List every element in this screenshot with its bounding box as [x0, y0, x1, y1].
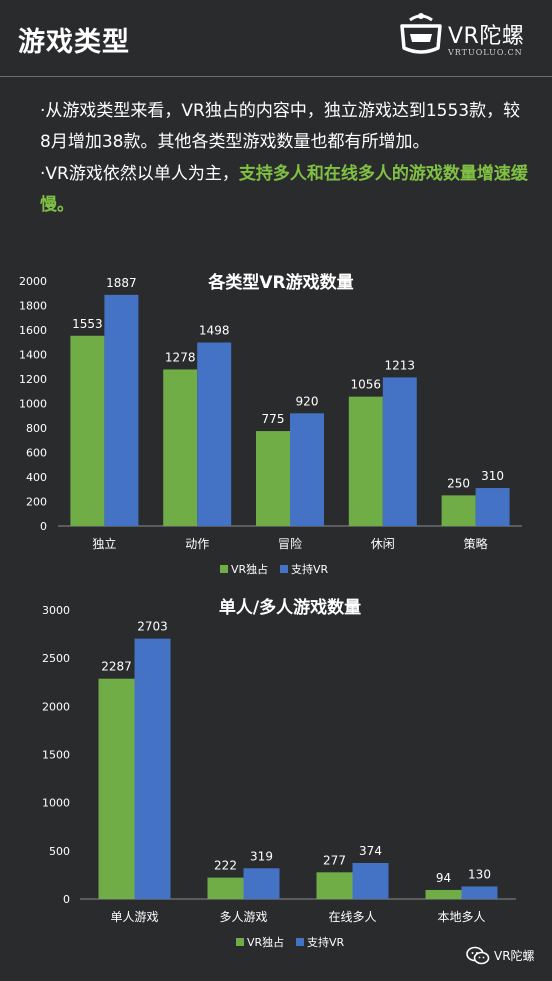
y-tick-label: 1000	[19, 398, 47, 411]
page-title: 游戏类型	[18, 27, 130, 58]
data-label: 94	[436, 871, 451, 885]
logo-subtext: VRTUOLUO.CN	[448, 48, 523, 57]
legend-swatch	[296, 938, 304, 946]
data-label: 374	[359, 844, 382, 858]
y-tick-label: 1200	[19, 373, 47, 386]
bar-vr-support	[104, 294, 139, 526]
bar-vr-exclusive	[441, 495, 476, 526]
data-label: 2703	[137, 620, 168, 634]
intro-paragraph-2: ·VR游戏依然以单人为主，支持多人和在线多人的游戏数量增速缓慢。	[40, 159, 530, 221]
bar-vr-support	[382, 377, 417, 526]
bar-vr-support	[352, 862, 389, 899]
bar-vr-exclusive	[425, 889, 462, 899]
data-label: 277	[323, 853, 346, 867]
category-label: 动作	[185, 537, 209, 551]
bar-vr-support	[197, 342, 232, 526]
category-label: 休闲	[371, 537, 395, 551]
chart-title: 各类型VR游戏数量	[207, 272, 353, 293]
y-tick-label: 1400	[19, 349, 47, 362]
data-label: 222	[214, 859, 237, 873]
intro-text: ·从游戏类型来看，VR独占的内容中，独立游戏达到1553款，较8月增加38款。其…	[40, 96, 530, 221]
y-tick-label: 500	[49, 845, 70, 858]
category-label: 本地多人	[437, 910, 485, 924]
y-tick-label: 800	[26, 422, 47, 435]
bar-vr-exclusive	[207, 877, 244, 899]
data-label: 1056	[351, 378, 382, 392]
y-tick-label: 0	[63, 893, 70, 906]
data-label: 319	[250, 849, 273, 863]
y-tick-label: 2500	[42, 652, 70, 665]
category-label: 冒险	[278, 536, 302, 551]
data-label: 1553	[72, 317, 103, 331]
data-label: 2287	[101, 660, 132, 674]
bar-vr-support	[134, 638, 171, 899]
category-label: 独立	[92, 536, 116, 551]
y-tick-label: 2000	[42, 700, 70, 713]
legend-label: 支持VR	[291, 562, 329, 576]
bar-vr-support	[461, 886, 498, 899]
legend-swatch	[220, 565, 228, 573]
legend-label: VR独占	[247, 935, 284, 949]
legend-swatch	[280, 565, 288, 573]
y-tick-label: 200	[26, 496, 47, 509]
bar-vr-exclusive	[163, 369, 198, 526]
data-label: 920	[296, 394, 319, 408]
wechat-watermark: VR陀螺	[466, 944, 546, 968]
logo-text: VR陀螺	[448, 24, 525, 49]
data-label: 250	[447, 476, 470, 490]
data-label: 1887	[106, 276, 137, 290]
bar-vr-support	[475, 488, 510, 526]
y-tick-label: 1500	[42, 749, 70, 762]
player-mode-bar-chart: 单人/多人游戏数量 0 500 1000 1500 2000 2500 3000 2287 270…	[42, 597, 516, 949]
y-tick-label: 1600	[19, 324, 47, 337]
data-label: 1278	[165, 350, 196, 364]
chart-title: 单人/多人游戏数量	[219, 597, 361, 618]
y-tick-label: 400	[26, 471, 47, 484]
bar-vr-exclusive	[256, 431, 290, 526]
category-label: 单人游戏	[110, 910, 158, 924]
legend-swatch	[236, 938, 244, 946]
data-label: 130	[468, 867, 491, 881]
intro-paragraph-2-plain: ·VR游戏依然以单人为主，	[40, 164, 239, 184]
genre-bar-chart: 各类型VR游戏数量 0 200 400 600 800 1000 1200 1400 1600 18…	[19, 272, 522, 576]
watermark-text: VR陀螺	[494, 949, 535, 963]
headset-logo-icon	[400, 13, 442, 54]
bar-vr-exclusive	[348, 396, 383, 526]
y-tick-label: 1800	[19, 300, 47, 313]
bar-vr-exclusive	[98, 678, 135, 899]
y-tick-label: 2000	[19, 275, 47, 288]
data-label: 310	[481, 469, 504, 483]
category-label: 在线多人	[328, 910, 376, 924]
category-label: 策略	[464, 536, 488, 551]
legend-label: 支持VR	[307, 935, 345, 949]
intro-paragraph-2-highlight: 支持多人和在线多人的游戏数量增速缓慢。	[40, 164, 528, 215]
bar-vr-support	[243, 868, 280, 899]
data-label: 1498	[199, 323, 230, 337]
wechat-icon	[466, 946, 490, 965]
y-tick-label: 1000	[42, 797, 70, 810]
header: 游戏类型 VR陀螺 VRTUOLUO.CN	[0, 0, 552, 77]
brand-logo: VR陀螺 VRTUOLUO.CN	[398, 10, 538, 66]
data-label: 775	[262, 412, 285, 426]
legend-label: VR独占	[231, 562, 268, 576]
bar-vr-exclusive	[70, 335, 105, 526]
bar-vr-exclusive	[316, 872, 353, 899]
y-tick-label: 3000	[42, 604, 70, 617]
bar-vr-support	[290, 413, 324, 526]
category-label: 多人游戏	[219, 910, 267, 924]
y-tick-label: 600	[26, 447, 47, 460]
data-label: 1213	[385, 358, 416, 372]
intro-paragraph-1: ·从游戏类型来看，VR独占的内容中，独立游戏达到1553款，较8月增加38款。其…	[40, 101, 521, 152]
y-tick-label: 0	[40, 520, 47, 533]
